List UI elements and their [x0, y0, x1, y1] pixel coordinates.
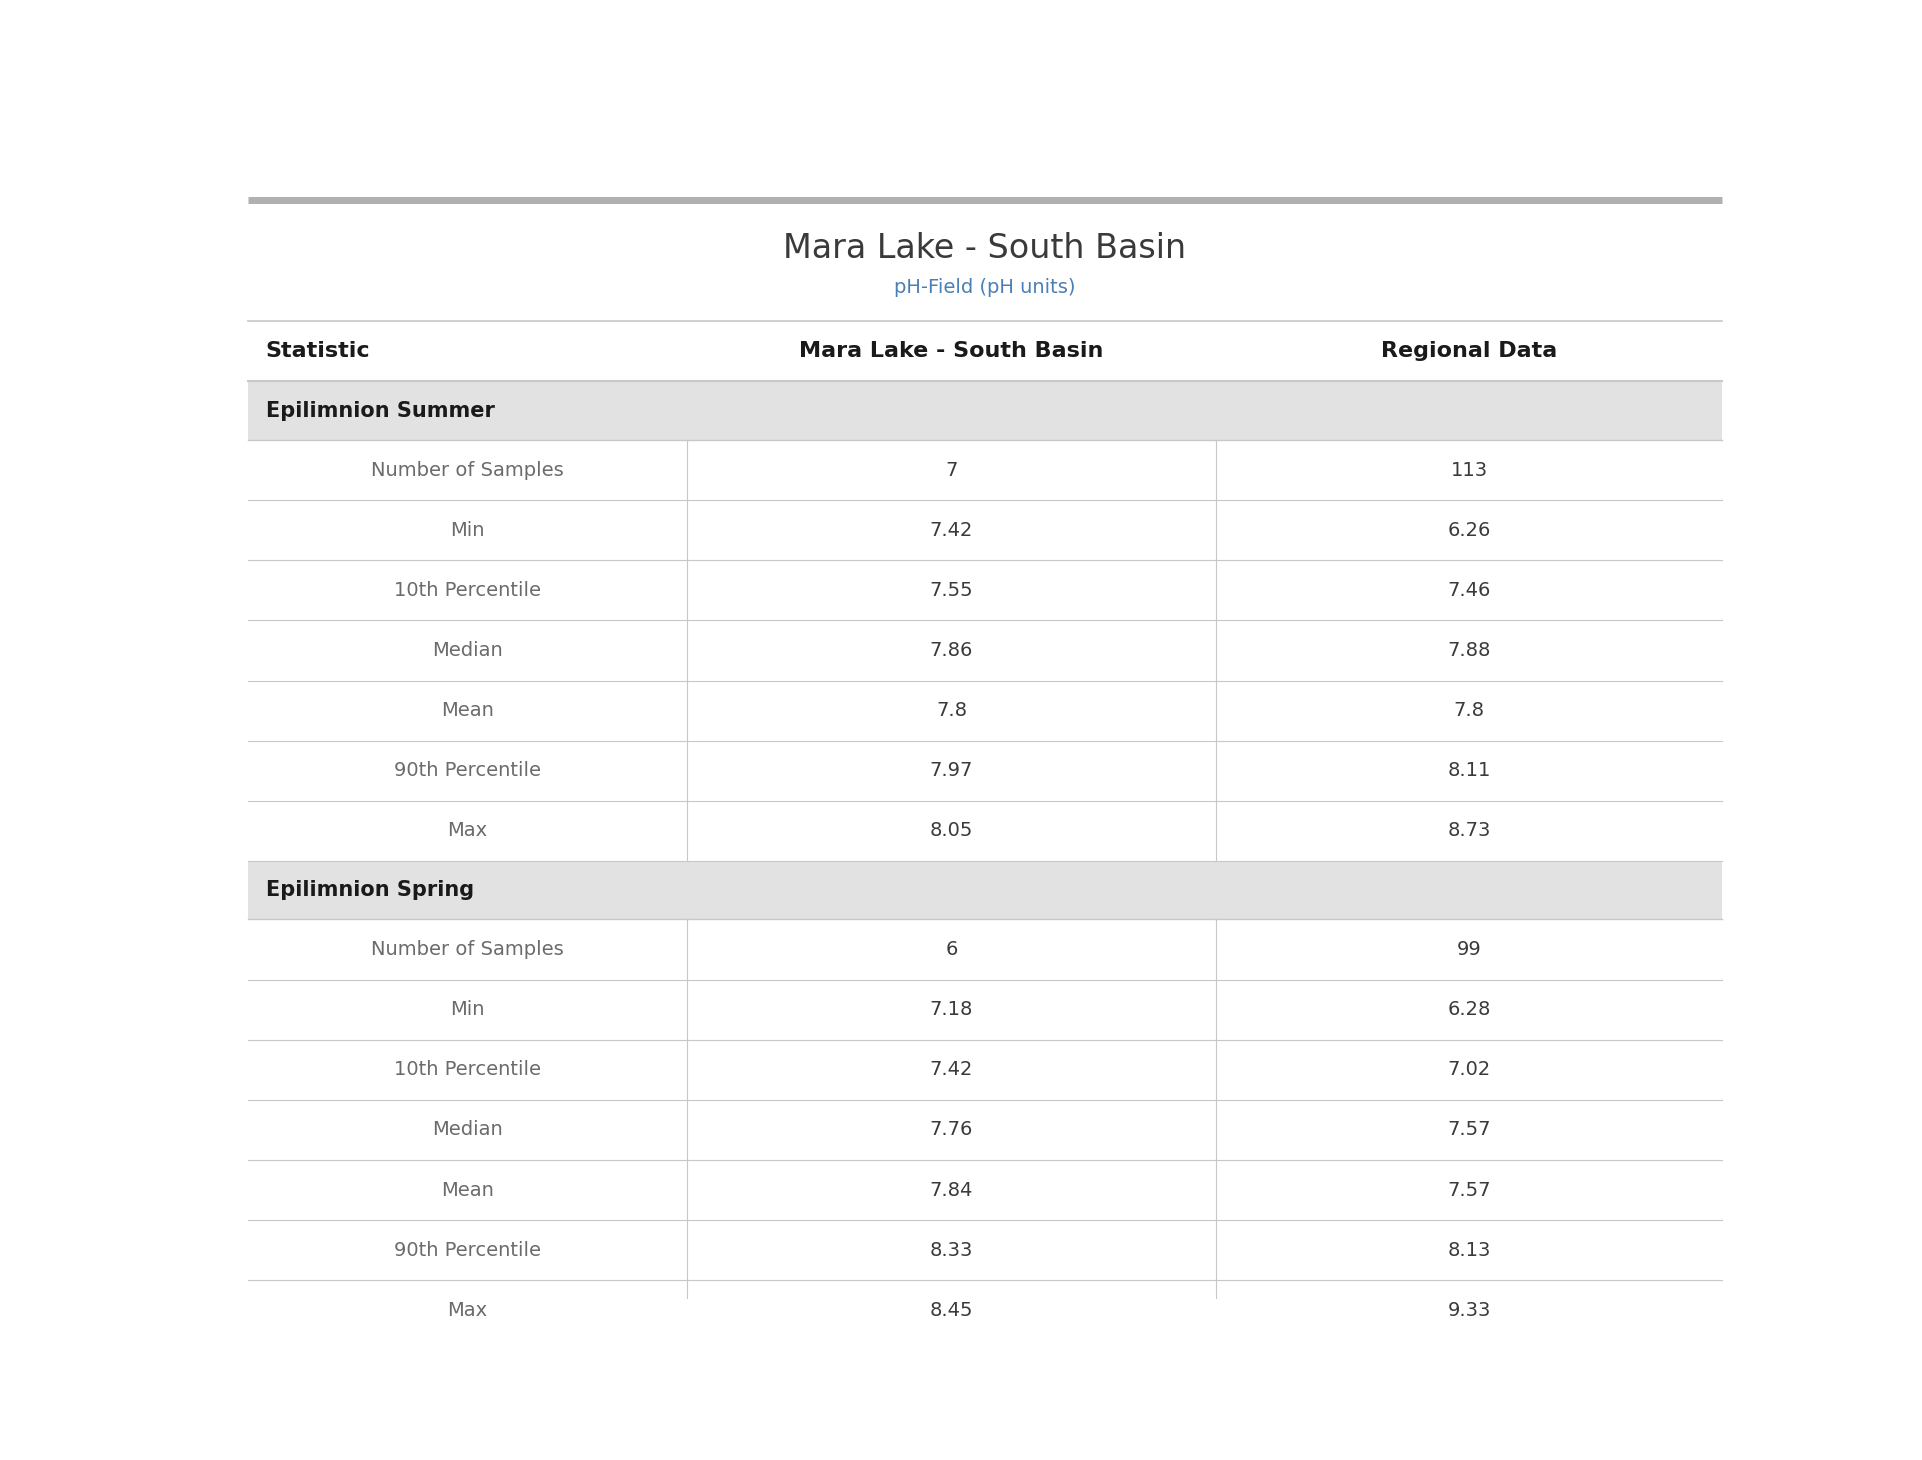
Text: 7: 7 [946, 460, 957, 479]
Bar [248, 1040, 1722, 1099]
Text: 8.13: 8.13 [1447, 1241, 1491, 1260]
Text: 8.73: 8.73 [1447, 822, 1491, 841]
Text: Mara Lake - South Basin: Mara Lake - South Basin [784, 232, 1186, 264]
Bar [248, 1161, 1722, 1221]
Text: 7.55: 7.55 [930, 581, 973, 600]
Bar [248, 439, 1722, 501]
Text: 7.88: 7.88 [1447, 641, 1491, 660]
Text: 7.8: 7.8 [936, 701, 967, 720]
Text: 7.8: 7.8 [1453, 701, 1484, 720]
Text: 7.42: 7.42 [930, 521, 973, 540]
Text: 7.97: 7.97 [930, 761, 973, 780]
Bar [248, 1221, 1722, 1280]
Bar [248, 381, 1722, 439]
Text: 7.84: 7.84 [930, 1181, 973, 1200]
Text: 7.18: 7.18 [930, 1000, 973, 1019]
Text: 7.42: 7.42 [930, 1060, 973, 1079]
Text: Min: Min [450, 1000, 484, 1019]
Text: Epilimnion Spring: Epilimnion Spring [265, 880, 473, 901]
Text: 7.57: 7.57 [1447, 1120, 1491, 1139]
Text: 8.11: 8.11 [1447, 761, 1491, 780]
Text: 7.46: 7.46 [1447, 581, 1491, 600]
Text: 7.76: 7.76 [930, 1120, 973, 1139]
Text: Max: Max [448, 822, 488, 841]
Bar [248, 740, 1722, 802]
Text: 7.02: 7.02 [1447, 1060, 1491, 1079]
Bar [248, 680, 1722, 740]
Bar [248, 501, 1722, 561]
Text: Statistic: Statistic [265, 342, 371, 362]
Bar [248, 620, 1722, 680]
Bar [248, 561, 1722, 620]
Text: Median: Median [432, 1120, 504, 1139]
Text: Median: Median [432, 641, 504, 660]
Text: 8.05: 8.05 [930, 822, 973, 841]
Text: 6: 6 [946, 940, 957, 959]
Bar [248, 980, 1722, 1040]
Text: 10th Percentile: 10th Percentile [394, 1060, 540, 1079]
Text: 99: 99 [1457, 940, 1482, 959]
Text: Mean: Mean [440, 701, 494, 720]
Text: 8.33: 8.33 [930, 1241, 973, 1260]
Text: 7.57: 7.57 [1447, 1181, 1491, 1200]
Text: Max: Max [448, 1301, 488, 1320]
Bar [248, 1099, 1722, 1161]
Text: 6.26: 6.26 [1447, 521, 1491, 540]
Text: 113: 113 [1451, 460, 1488, 479]
Text: Min: Min [450, 521, 484, 540]
Bar [248, 920, 1722, 980]
Bar [248, 1280, 1722, 1340]
Bar [248, 802, 1722, 861]
Text: 7.86: 7.86 [930, 641, 973, 660]
Bar [248, 861, 1722, 920]
Text: Mean: Mean [440, 1181, 494, 1200]
Text: Epilimnion Summer: Epilimnion Summer [265, 400, 494, 420]
Text: 8.45: 8.45 [930, 1301, 973, 1320]
Text: 10th Percentile: 10th Percentile [394, 581, 540, 600]
Text: Number of Samples: Number of Samples [371, 940, 563, 959]
Text: 90th Percentile: 90th Percentile [394, 761, 540, 780]
Text: pH-Field (pH units): pH-Field (pH units) [894, 277, 1076, 298]
Text: Regional Data: Regional Data [1382, 342, 1557, 362]
Text: 9.33: 9.33 [1447, 1301, 1491, 1320]
Text: 90th Percentile: 90th Percentile [394, 1241, 540, 1260]
Text: Mara Lake - South Basin: Mara Lake - South Basin [800, 342, 1103, 362]
Text: 6.28: 6.28 [1447, 1000, 1491, 1019]
Text: Number of Samples: Number of Samples [371, 460, 563, 479]
